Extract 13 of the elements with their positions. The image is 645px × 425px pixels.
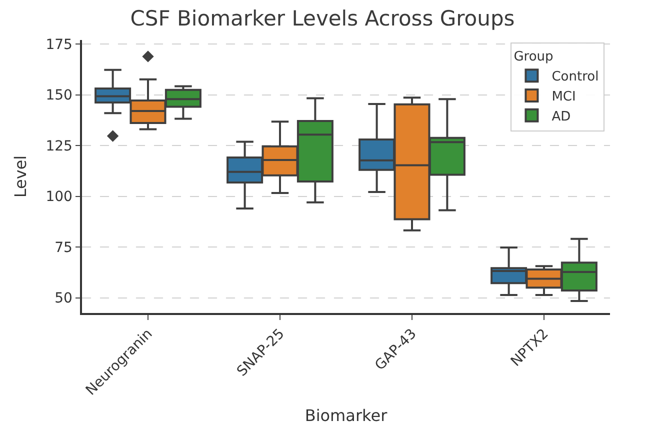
y-tick-label: 175: [46, 36, 72, 53]
legend-label: Control: [552, 70, 599, 85]
x-axis-title: Biomarker: [304, 406, 388, 425]
chart-title: CSF Biomarker Levels Across Groups: [130, 6, 515, 30]
y-tick-label: 150: [46, 88, 72, 104]
y-tick-label: 50: [54, 290, 72, 307]
legend-label: MCI: [552, 90, 576, 105]
legend-label: AD: [552, 109, 571, 124]
y-tick-label: 100: [46, 189, 72, 206]
y-axis-title: Level: [11, 155, 30, 198]
y-tick-label: 125: [46, 138, 72, 154]
y-tick-label: 75: [54, 240, 72, 256]
legend-title: Group: [514, 50, 554, 65]
